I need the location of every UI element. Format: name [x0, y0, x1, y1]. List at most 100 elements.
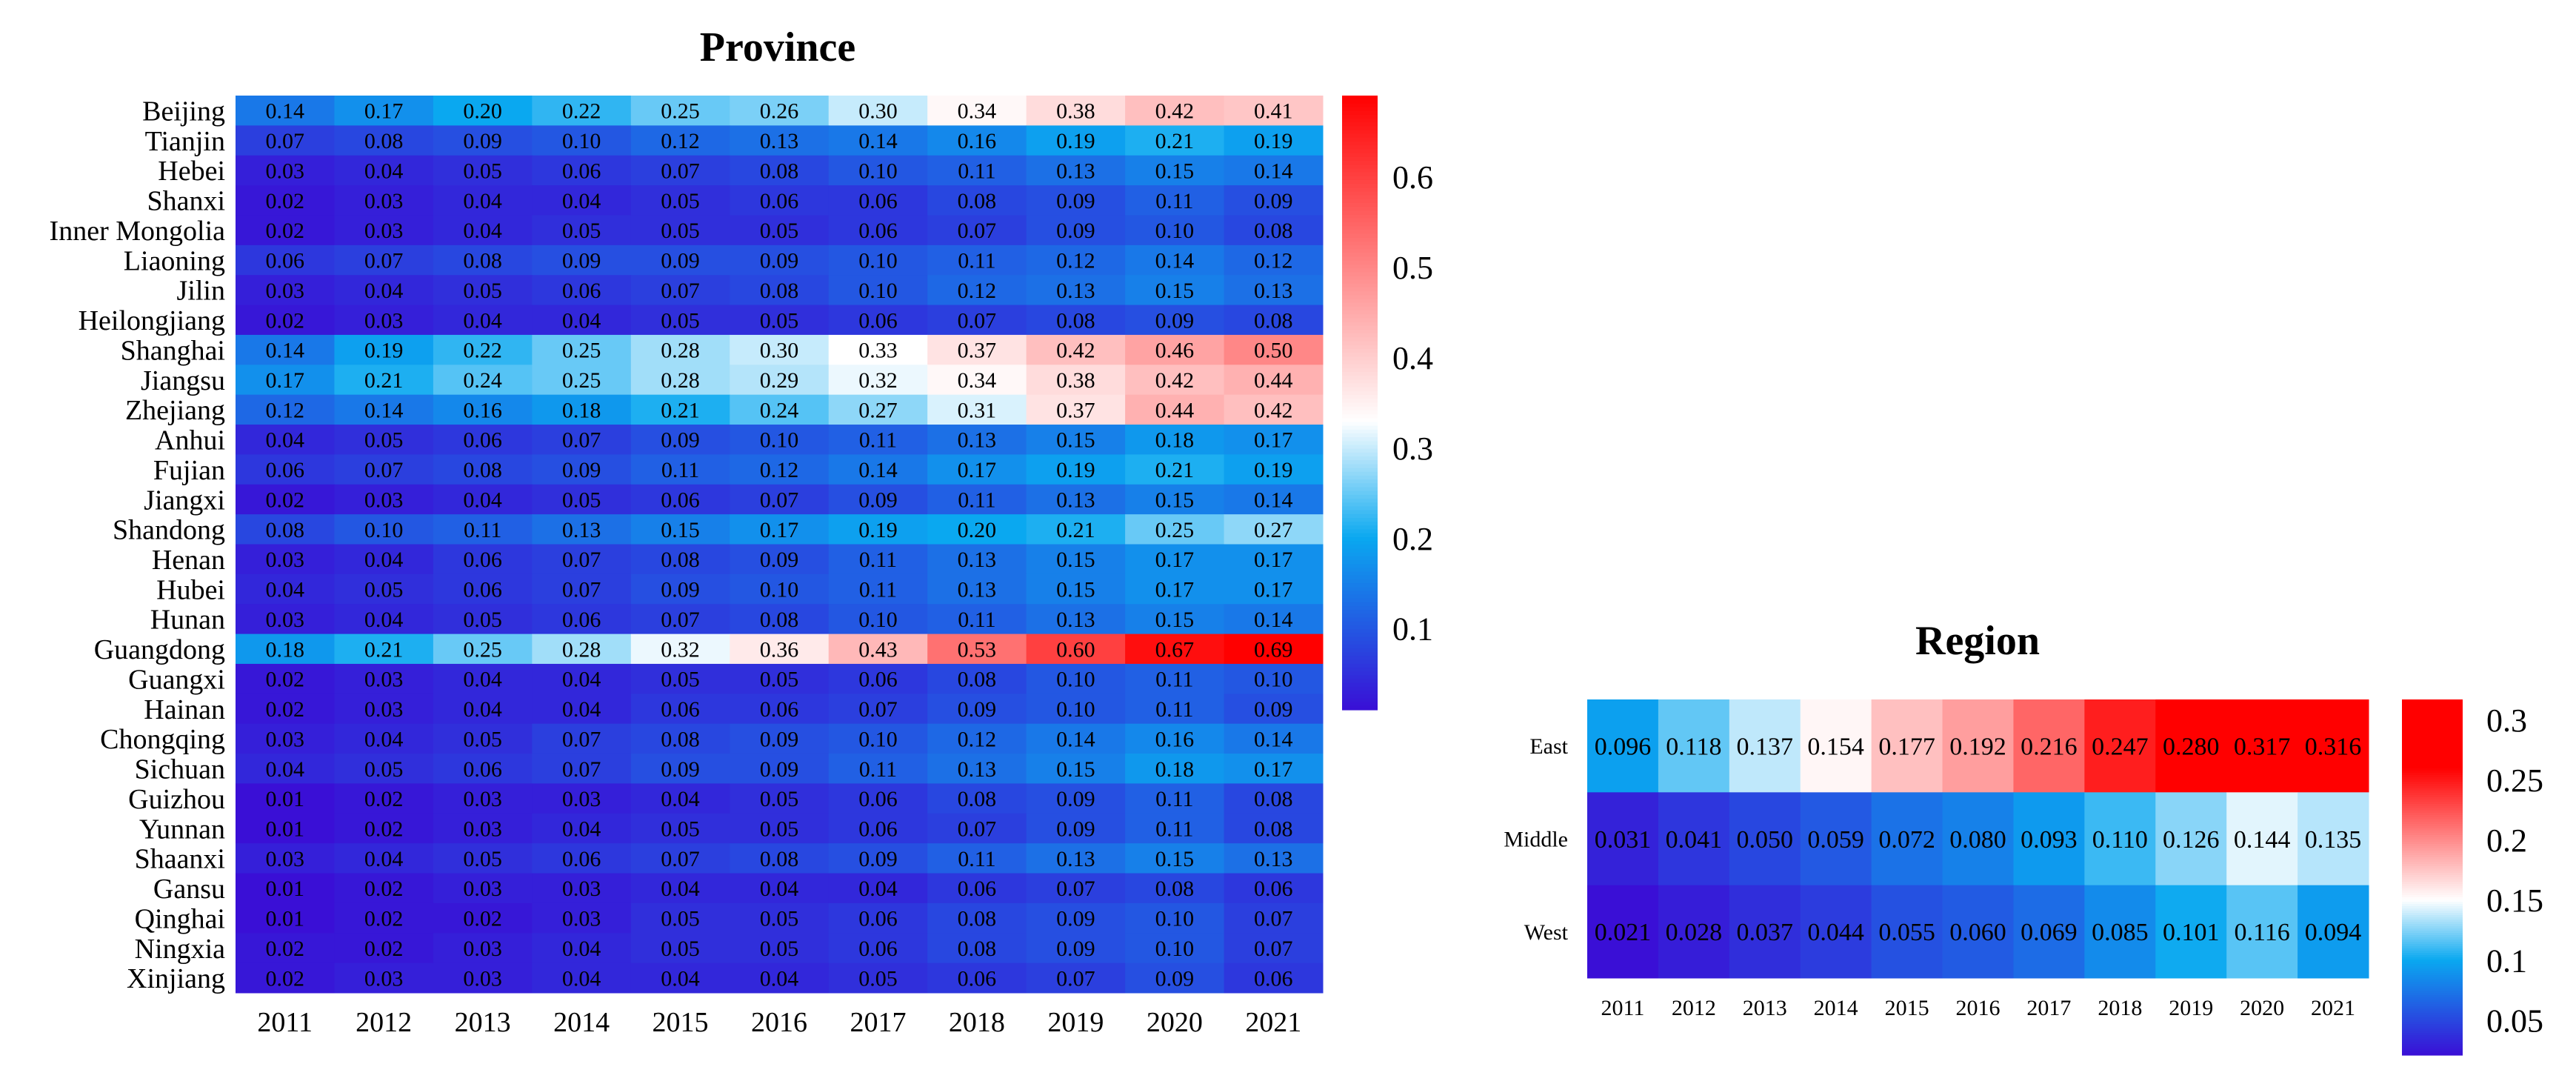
heatmap-cell [334, 394, 434, 425]
heatmap-cell [433, 783, 533, 814]
heatmap-cell [828, 663, 928, 694]
cell-value-label: 0.03 [364, 966, 404, 991]
colorbar-segment [1342, 372, 1378, 376]
cell-value-label: 0.05 [760, 308, 799, 333]
heatmap-cell [433, 873, 533, 904]
colorbar-segment [1342, 541, 1378, 545]
heatmap-cell [433, 634, 533, 665]
cell-value-label: 0.20 [463, 99, 502, 124]
cell-value-label: 0.10 [1254, 668, 1293, 692]
cell-value-label: 0.11 [958, 488, 995, 512]
heatmap-cell [927, 902, 1027, 934]
colorbar-segment [2402, 933, 2463, 936]
colorbar-segment [2402, 1048, 2463, 1051]
heatmap-cell [334, 185, 434, 216]
colorbar-segment [2402, 708, 2463, 711]
row-label: Hubei [156, 574, 225, 605]
row-label: Jiangxi [144, 485, 225, 516]
colorbar-segment [1342, 376, 1378, 381]
colorbar-segment [2402, 1042, 2463, 1045]
heatmap-cell [630, 694, 730, 725]
cell-value-label: 0.04 [265, 428, 304, 453]
cell-value-label: 0.46 [1155, 339, 1195, 363]
heatmap-cell [334, 544, 434, 575]
cell-value-label: 0.03 [364, 189, 404, 213]
row-label: Beijing [142, 96, 225, 127]
cell-value-label: 0.42 [1056, 339, 1095, 363]
row-label: Hainan [144, 694, 225, 725]
cell-value-label: 0.12 [1056, 249, 1095, 273]
cell-value-label: 0.03 [265, 548, 304, 572]
column-label: 2017 [850, 1007, 906, 1038]
heatmap-cell [1942, 885, 2014, 979]
cell-value-label: 0.02 [265, 308, 304, 333]
heatmap-cell [2226, 792, 2298, 886]
cell-value-label: 0.03 [364, 668, 404, 692]
heatmap-cell [236, 185, 335, 216]
cell-value-label: 0.15 [1155, 279, 1195, 303]
colorbar-segment [2402, 879, 2463, 882]
cell-value-label: 0.28 [661, 339, 700, 363]
column-label: 2018 [2098, 996, 2142, 1020]
colorbar-segment [2402, 1035, 2463, 1038]
colorbar-segment [2402, 902, 2463, 905]
heatmap-cell [1125, 275, 1225, 306]
cell-value-label: 0.14 [1056, 727, 1095, 751]
colorbar-segment [1342, 598, 1378, 603]
cell-value-label: 0.25 [1155, 518, 1195, 542]
column-label: 2017 [2026, 996, 2071, 1020]
cell-value-label: 0.028 [1666, 919, 1723, 946]
colorbar-segment [2402, 762, 2463, 765]
heatmap-cell [828, 754, 928, 784]
heatmap-cell [433, 454, 533, 485]
heatmap-cell [1026, 394, 1126, 425]
heatmap-cell [532, 843, 632, 874]
heatmap-cell [433, 245, 533, 276]
cell-value-label: 0.07 [958, 817, 997, 841]
heatmap-cell [630, 843, 730, 874]
colorbar-segment [2402, 844, 2463, 847]
colorbar-segment [1342, 564, 1378, 568]
heatmap-cell [730, 365, 830, 396]
cell-value-label: 0.096 [1595, 734, 1652, 761]
cell-value-label: 0.07 [958, 308, 997, 333]
cell-value-label: 0.09 [1056, 817, 1095, 841]
colorbar-segment [1342, 110, 1378, 116]
cell-value-label: 0.03 [463, 937, 502, 961]
heatmap-cell [433, 902, 533, 934]
colorbar-segment [2402, 706, 2463, 709]
colorbar-segment [2402, 968, 2463, 971]
heatmap-cell [334, 454, 434, 485]
colorbar-segment [1342, 656, 1378, 661]
colorbar-segment [2402, 900, 2463, 902]
cell-value-label: 0.04 [562, 308, 601, 333]
colorbar-segment [1342, 256, 1378, 262]
cell-value-label: 0.04 [562, 697, 601, 722]
colorbar-segment [1342, 107, 1378, 112]
cell-value-label: 0.21 [1155, 458, 1195, 482]
heatmap-cell [1800, 885, 1872, 979]
colorbar-segment [1342, 640, 1378, 645]
heatmap-cell [1125, 425, 1225, 455]
row-label: Anhui [155, 425, 225, 456]
heatmap-cell [630, 425, 730, 455]
colorbar-segment [1342, 471, 1378, 476]
heatmap-cell [1224, 723, 1324, 754]
cell-value-label: 0.13 [1056, 847, 1095, 871]
heatmap-cell [2155, 699, 2227, 793]
heatmap-cell [1125, 783, 1225, 814]
row-label: Yunnan [139, 814, 225, 845]
cell-value-label: 0.11 [859, 548, 897, 572]
heatmap-cell [1224, 843, 1324, 874]
colorbar-segment [1342, 325, 1378, 330]
heatmap-cell [236, 425, 335, 455]
heatmap-cell [2084, 792, 2156, 886]
cell-value-label: 0.11 [1155, 787, 1193, 811]
heatmap-cell [828, 275, 928, 306]
heatmap-cell [1125, 694, 1225, 725]
heatmap-cell [1026, 663, 1126, 694]
colorbar-segment [1342, 390, 1378, 396]
cell-value-label: 0.093 [2021, 826, 2078, 854]
heatmap-cell [236, 514, 335, 545]
colorbar-segment [2402, 1044, 2463, 1047]
